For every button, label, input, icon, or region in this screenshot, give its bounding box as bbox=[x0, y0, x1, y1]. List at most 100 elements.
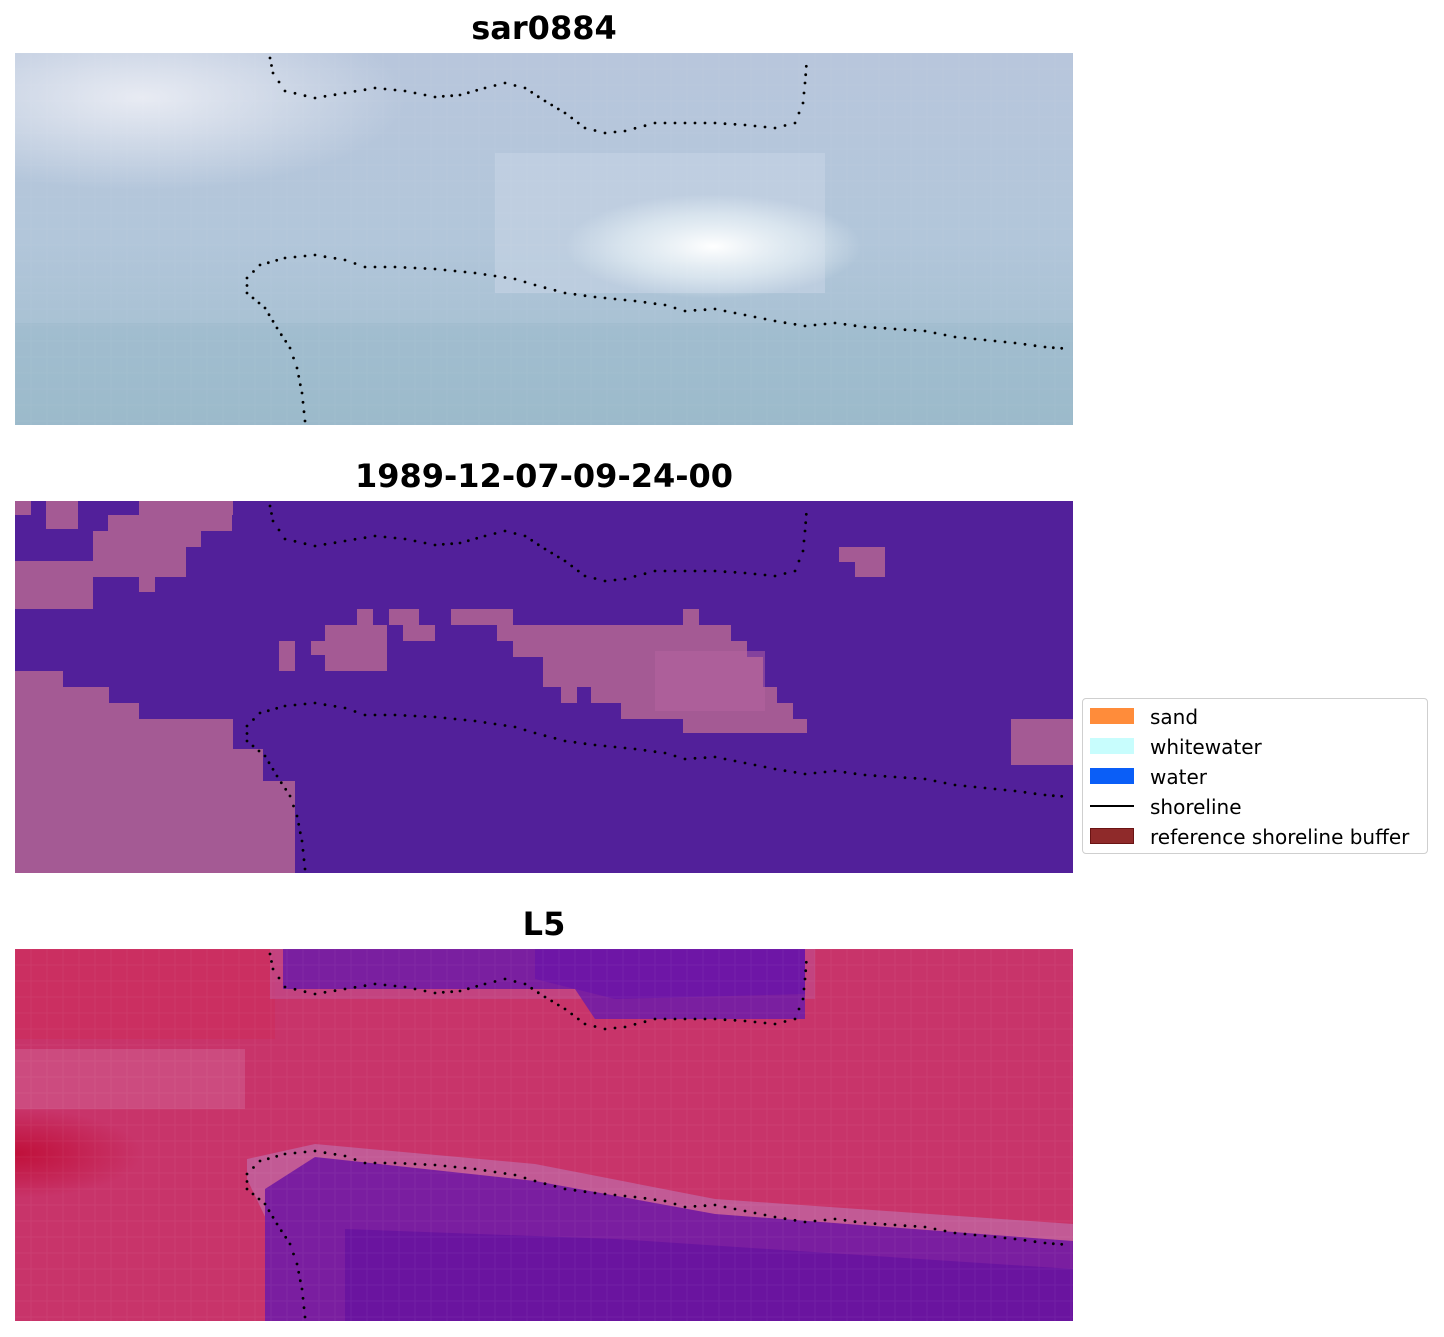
shoreline-dot bbox=[283, 704, 287, 708]
shoreline-dot bbox=[583, 574, 587, 578]
shoreline-dot bbox=[633, 1022, 637, 1026]
shoreline-dot bbox=[267, 313, 271, 317]
shoreline-dot bbox=[793, 569, 797, 573]
shoreline-dot bbox=[763, 1021, 767, 1025]
shoreline-dot bbox=[302, 1306, 306, 1310]
shoreline-dot bbox=[963, 1232, 967, 1236]
shoreline-dot bbox=[823, 322, 827, 326]
rgb-image-panel bbox=[15, 53, 1073, 425]
shoreline-dot bbox=[283, 256, 287, 260]
shoreline-dot bbox=[803, 81, 807, 85]
shoreline-dot bbox=[403, 537, 407, 541]
shoreline-dot bbox=[303, 1315, 307, 1319]
shoreline-dot bbox=[623, 1194, 627, 1198]
shoreline-dot bbox=[793, 770, 797, 774]
shoreline-dot bbox=[303, 419, 307, 423]
shoreline-dot bbox=[743, 313, 747, 317]
shoreline-dot bbox=[493, 722, 497, 726]
shoreline-dot bbox=[553, 1184, 557, 1188]
shoreline-dot bbox=[393, 713, 397, 717]
water-swatch bbox=[1090, 768, 1134, 784]
shoreline-dot bbox=[493, 532, 497, 535]
shoreline-dot bbox=[298, 1279, 302, 1283]
shoreline-dot bbox=[353, 1158, 357, 1161]
shoreline-dot bbox=[563, 1187, 567, 1191]
shoreline-dot bbox=[523, 982, 527, 986]
shoreline-dot bbox=[673, 121, 677, 125]
shoreline-dot bbox=[301, 1296, 305, 1300]
panel-title-date: 1989-12-07-09-24-00 bbox=[354, 457, 734, 495]
shoreline-dot bbox=[683, 121, 687, 125]
shoreline-dot bbox=[543, 547, 547, 551]
legend-label: sand bbox=[1150, 705, 1199, 729]
shoreline-dot bbox=[713, 755, 717, 759]
shoreline-dot bbox=[1033, 344, 1037, 348]
shoreline-dot bbox=[292, 804, 295, 808]
shoreline-dot bbox=[271, 319, 275, 323]
shoreline-dot bbox=[903, 1224, 907, 1228]
shoreline-dot bbox=[268, 56, 272, 60]
panel-title-l5: L5 bbox=[522, 905, 566, 943]
shoreline-dot bbox=[1060, 794, 1064, 798]
shoreline-dot bbox=[683, 1017, 687, 1021]
shoreline-dot bbox=[433, 267, 437, 271]
shoreline-dot bbox=[1060, 1242, 1064, 1246]
shoreline-dot bbox=[363, 1161, 367, 1165]
shoreline-dot bbox=[1003, 788, 1007, 792]
shoreline-dot bbox=[475, 984, 479, 988]
shoreline-dot bbox=[530, 90, 534, 94]
shoreline-dot bbox=[1051, 346, 1055, 350]
shoreline-dot bbox=[297, 1270, 301, 1274]
shoreline-dot bbox=[783, 124, 787, 127]
shoreline-dot bbox=[873, 326, 877, 330]
shoreline-dot bbox=[583, 742, 587, 746]
shoreline-dot bbox=[743, 1209, 747, 1213]
shoreline-dot bbox=[353, 985, 357, 989]
shoreline-dot bbox=[313, 1149, 317, 1153]
shoreline-dot bbox=[443, 716, 447, 720]
shoreline-dot bbox=[393, 984, 397, 988]
shoreline-dot bbox=[783, 769, 787, 773]
shoreline-dot bbox=[383, 983, 387, 987]
shoreline-dot bbox=[275, 258, 279, 262]
shoreline-dot bbox=[573, 292, 577, 296]
shoreline-dot bbox=[1023, 1238, 1027, 1242]
shoreline-dot bbox=[313, 96, 317, 100]
shoreline-dot bbox=[563, 291, 567, 295]
shoreline-dot bbox=[733, 1207, 737, 1211]
shoreline-dot bbox=[443, 268, 447, 272]
shoreline-dot bbox=[693, 308, 697, 312]
legend-label: whitewater bbox=[1150, 735, 1262, 759]
shoreline-dot bbox=[266, 261, 270, 265]
shoreline-dot bbox=[593, 743, 597, 747]
shoreline-dot bbox=[863, 773, 867, 777]
shoreline-dot bbox=[753, 572, 757, 576]
shoreline-dot bbox=[713, 307, 717, 311]
shoreline-dot bbox=[1043, 1241, 1047, 1245]
shoreline-dot bbox=[953, 1231, 957, 1235]
shoreline-dot bbox=[723, 122, 727, 126]
shoreline-dot bbox=[458, 541, 462, 545]
shoreline-dot bbox=[763, 765, 767, 769]
legend-item-water: water bbox=[1083, 763, 1427, 789]
shoreline-dot bbox=[363, 713, 367, 717]
shoreline-dot bbox=[363, 265, 367, 269]
shoreline-dot bbox=[703, 1017, 707, 1021]
rgb-image bbox=[15, 53, 1073, 425]
shoreline-dot bbox=[763, 317, 767, 321]
shoreline-dot bbox=[873, 774, 877, 778]
shoreline-dot bbox=[523, 728, 527, 732]
shoreline-dot bbox=[753, 1020, 757, 1024]
shoreline-dot bbox=[433, 715, 437, 719]
shoreline-dot bbox=[643, 748, 647, 752]
shoreline-dot bbox=[953, 335, 957, 339]
shoreline-dot bbox=[1013, 341, 1017, 345]
shoreline-dot bbox=[753, 1211, 757, 1215]
shoreline-dot bbox=[473, 271, 477, 275]
shoreline-dot bbox=[293, 703, 297, 707]
shoreline-dot bbox=[1051, 1242, 1055, 1246]
shoreline-dot bbox=[613, 745, 617, 749]
shoreline-dot bbox=[463, 270, 467, 274]
shoreline-dot bbox=[493, 274, 497, 278]
shoreline-dot bbox=[533, 1179, 537, 1183]
